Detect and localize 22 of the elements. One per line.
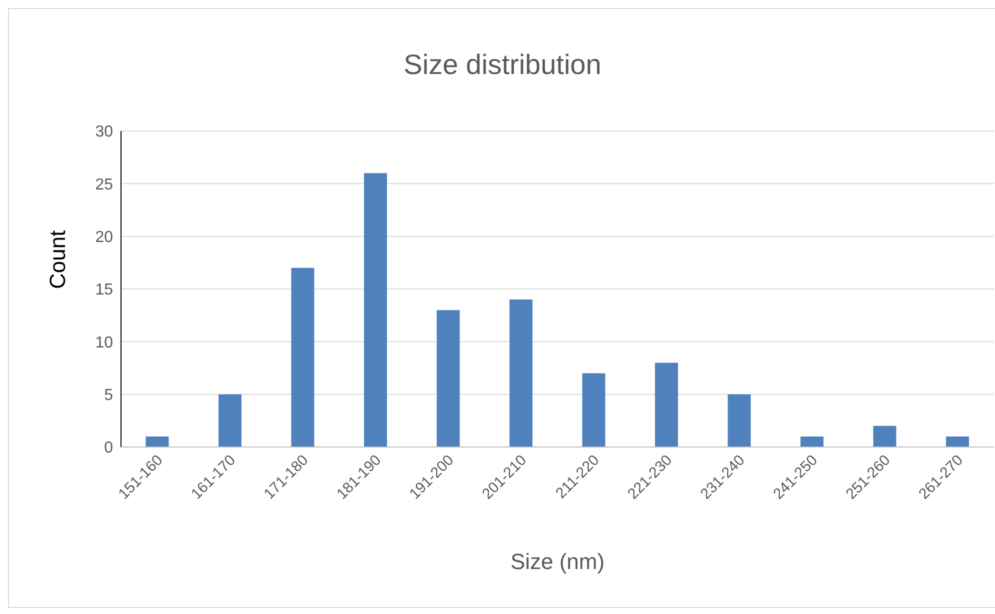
chart-title: Size distribution	[402, 49, 602, 81]
x-axis-title: Size (nm)	[510, 549, 605, 574]
y-axis-title: Count	[44, 230, 70, 289]
bar	[364, 173, 387, 447]
bar	[146, 436, 169, 447]
y-tick-label: 10	[95, 334, 114, 352]
bar	[873, 426, 896, 447]
bar	[654, 362, 678, 447]
bar	[436, 310, 460, 447]
y-tick-label: 15	[95, 282, 114, 299]
bar	[291, 268, 314, 447]
bar	[582, 373, 606, 447]
bar	[728, 394, 751, 447]
y-tick-label: 0	[104, 440, 114, 457]
y-tick-label: 20	[95, 229, 114, 246]
bar	[218, 394, 242, 447]
bar	[509, 300, 532, 447]
bar	[946, 436, 969, 447]
y-tick-label: 25	[95, 176, 114, 194]
y-tick-label: 5	[104, 387, 114, 404]
bar	[800, 436, 824, 447]
y-tick-label: 30	[95, 124, 114, 141]
